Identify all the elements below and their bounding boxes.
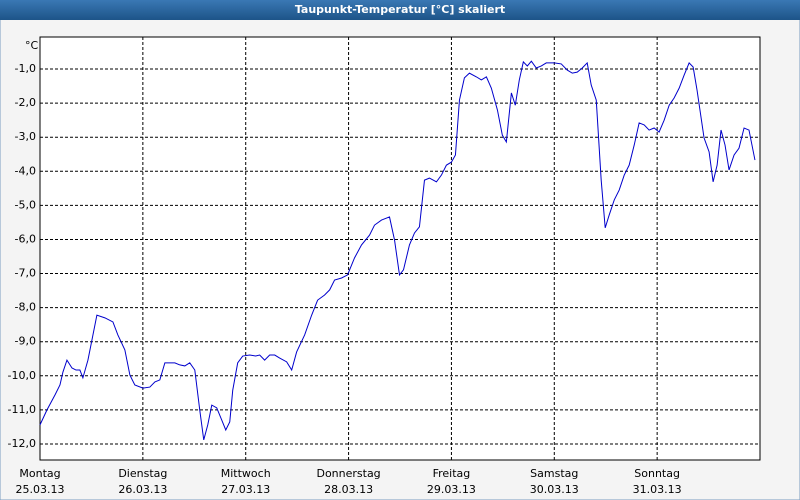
x-tick-date: 31.03.13 <box>633 483 682 496</box>
x-tick-date: 29.03.13 <box>427 483 476 496</box>
x-tick-label: Freitag <box>433 467 471 480</box>
x-tick-date: 28.03.13 <box>324 483 373 496</box>
y-tick-label: -9,0 <box>15 335 36 348</box>
y-tick-label: -10,0 <box>8 369 36 382</box>
y-tick-label: -11,0 <box>8 403 36 416</box>
data-line <box>39 60 756 441</box>
y-tick-label: -12,0 <box>8 437 36 450</box>
y-tick-label: -8,0 <box>15 301 36 314</box>
y-tick-label: -6,0 <box>15 232 36 245</box>
x-tick-label: Donnerstag <box>316 467 380 480</box>
y-tick-label: -2,0 <box>15 96 36 109</box>
y-tick-label: -4,0 <box>15 164 36 177</box>
plot-area <box>39 36 761 461</box>
y-tick-label: -1,0 <box>15 62 36 75</box>
y-tick-label: -5,0 <box>15 198 36 211</box>
x-tick-label: Mittwoch <box>221 467 271 480</box>
title-bar <box>0 0 800 20</box>
x-tick-label: Samstag <box>530 467 578 480</box>
x-tick-date: 26.03.13 <box>118 483 167 496</box>
chart-title: Taupunkt-Temperatur [°C] skaliert <box>295 3 505 16</box>
plot-border <box>39 36 761 461</box>
x-tick-label: Dienstag <box>118 467 167 480</box>
x-tick-date: 30.03.13 <box>530 483 579 496</box>
y-unit: °C <box>25 39 39 52</box>
y-tick-label: -3,0 <box>15 130 36 143</box>
x-tick-label: Sonntag <box>634 467 680 480</box>
x-tick-label: Montag <box>19 467 60 480</box>
y-tick-label: -7,0 <box>15 267 36 280</box>
x-tick-date: 25.03.13 <box>16 483 65 496</box>
x-tick-date: 27.03.13 <box>221 483 270 496</box>
